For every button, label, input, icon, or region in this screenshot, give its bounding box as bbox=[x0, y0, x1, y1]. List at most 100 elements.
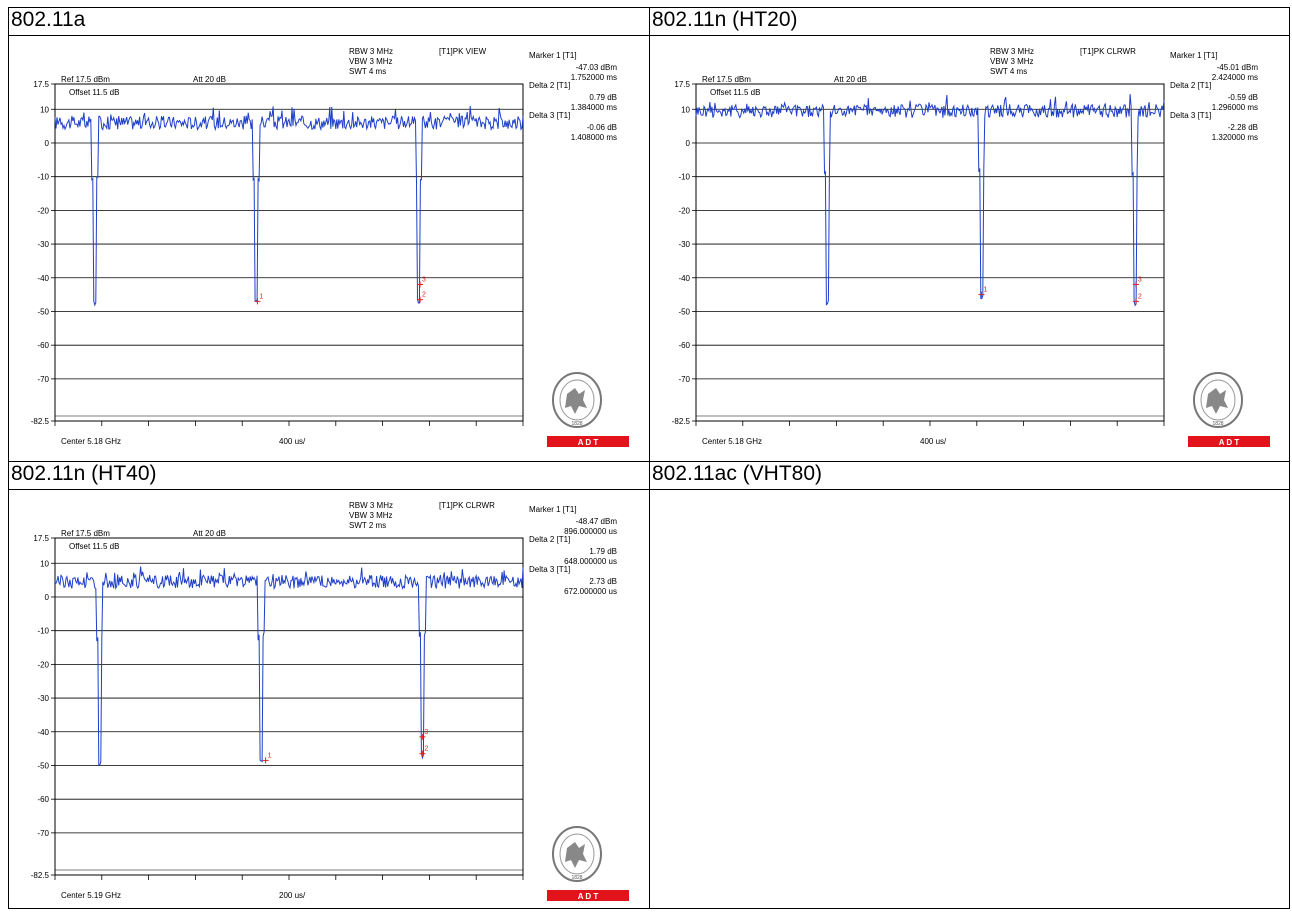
marker-position: 1.408000 ms bbox=[571, 133, 617, 142]
trace-mode: [T1]PK CLRWR bbox=[1080, 47, 1136, 56]
spectrum-plot-80211n-ht20: 17.5 10 0 -10 -20 -30 -40 -50 -60 -70 -82.5 RBW 3 M… bbox=[652, 38, 1288, 454]
marker-position: 1.752000 ms bbox=[571, 73, 617, 82]
title-divider bbox=[650, 35, 1289, 36]
title-divider bbox=[650, 489, 1289, 490]
trace-marker: 3 bbox=[419, 729, 428, 740]
trace-marker: 2 bbox=[419, 746, 428, 757]
y-tick-label: 17.5 bbox=[674, 80, 690, 89]
trace-marker-label: 3 bbox=[422, 277, 426, 284]
setting-swt: SWT 4 ms bbox=[349, 67, 386, 76]
marker-position: 1.384000 ms bbox=[571, 103, 617, 112]
y-tick-label: -70 bbox=[37, 375, 49, 384]
marker-position: 896.000000 us bbox=[564, 527, 617, 536]
marker-value: 0.79 dB bbox=[589, 93, 617, 102]
y-tick-label: -60 bbox=[37, 341, 49, 350]
bureau-veritas-logo: 1828 bbox=[552, 826, 602, 882]
y-tick-label: -10 bbox=[37, 627, 49, 636]
adt-badge-text: A D T bbox=[578, 892, 599, 901]
panel-title: 802.11n (HT40) bbox=[11, 462, 157, 485]
y-tick-label: -82.5 bbox=[31, 871, 50, 880]
cell-80211n-ht40: 802.11n (HT40) 17.5 10 0 -10 -20 -30 -40 -50 -60… bbox=[8, 461, 650, 909]
bureau-veritas-logo: 1828 bbox=[1193, 372, 1243, 428]
spectrum-chart: 17.5 10 0 -10 -20 -30 -40 -50 -60 -70 -82.5 RBW 3 M… bbox=[31, 47, 629, 447]
spectrum-chart: 17.5 10 0 -10 -20 -30 -40 -50 -60 -70 -82.5 RBW 3 M… bbox=[672, 47, 1270, 447]
y-tick-label: -40 bbox=[37, 274, 49, 283]
ref-level: Ref 17.5 dBm bbox=[61, 75, 110, 84]
figure-grid: 802.11a 17.5 10 0 -10 -20 -30 -40 -50 -60 -70 -82.… bbox=[8, 7, 1290, 909]
y-tick-label: 10 bbox=[40, 559, 49, 568]
panel-title: 802.11a bbox=[11, 8, 86, 31]
attenuation: Att 20 dB bbox=[834, 75, 867, 84]
center-frequency: Center 5.18 GHz bbox=[702, 437, 762, 446]
center-frequency: Center 5.19 GHz bbox=[61, 891, 121, 900]
marker-value: -48.47 dBm bbox=[576, 517, 618, 526]
y-tick-label: 17.5 bbox=[33, 534, 49, 543]
marker-position: 672.000000 us bbox=[564, 587, 617, 596]
y-tick-label: -40 bbox=[37, 728, 49, 737]
center-frequency: Center 5.18 GHz bbox=[61, 437, 121, 446]
offset-label: Offset 11.5 dB bbox=[710, 88, 760, 97]
y-tick-label: 10 bbox=[681, 105, 690, 114]
trace-marker-label: 1 bbox=[983, 287, 987, 294]
offset-label: Offset 11.5 dB bbox=[69, 88, 119, 97]
span-per-division: 400 us/ bbox=[920, 437, 947, 446]
marker-label: Delta 3 [T1] bbox=[529, 111, 570, 120]
bureau-veritas-logo: 1828 bbox=[552, 372, 602, 428]
marker-value: 2.73 dB bbox=[589, 577, 617, 586]
cell-80211ac-vht80: 802.11ac (VHT80) bbox=[649, 461, 1290, 909]
trace-line bbox=[54, 566, 524, 766]
ref-level: Ref 17.5 dBm bbox=[61, 529, 110, 538]
trace-line bbox=[695, 94, 1165, 307]
trace-marker-label: 2 bbox=[1138, 293, 1142, 300]
y-tick-label: 0 bbox=[45, 139, 50, 148]
marker-position: 1.296000 ms bbox=[1212, 103, 1258, 112]
y-tick-label: -82.5 bbox=[31, 417, 50, 426]
logo-year: 1828 bbox=[571, 875, 582, 881]
y-tick-label: -30 bbox=[37, 240, 49, 249]
setting-swt: SWT 4 ms bbox=[990, 67, 1027, 76]
marker-position: 2.424000 ms bbox=[1212, 73, 1258, 82]
marker-label: Delta 2 [T1] bbox=[1170, 81, 1211, 90]
setting-rbw: RBW 3 MHz bbox=[349, 47, 393, 56]
trace-marker-label: 2 bbox=[424, 746, 428, 753]
adt-badge: A D T bbox=[547, 890, 629, 901]
offset-label: Offset 11.5 dB bbox=[69, 542, 119, 551]
trace-marker-label: 1 bbox=[268, 752, 272, 759]
marker-position: 648.000000 us bbox=[564, 557, 617, 566]
marker-value: -0.06 dB bbox=[587, 123, 617, 132]
adt-badge-text: A D T bbox=[1219, 438, 1240, 447]
y-tick-label: -40 bbox=[678, 274, 690, 283]
trace-marker-label: 3 bbox=[1138, 277, 1142, 284]
marker-value: -2.28 dB bbox=[1228, 123, 1258, 132]
y-tick-label: -20 bbox=[678, 206, 690, 215]
marker-value: -47.03 dBm bbox=[576, 63, 618, 72]
spectrum-plot-80211n-ht40: 17.5 10 0 -10 -20 -30 -40 -50 -60 -70 -82.5 RBW 3 M… bbox=[11, 492, 647, 908]
trace-line bbox=[54, 106, 524, 307]
y-tick-label: -82.5 bbox=[672, 417, 691, 426]
marker-value: 1.79 dB bbox=[589, 547, 617, 556]
title-divider bbox=[9, 35, 649, 36]
trace-marker-label: 3 bbox=[424, 729, 428, 736]
plot-frame bbox=[54, 537, 524, 876]
marker-value: -45.01 dBm bbox=[1217, 63, 1259, 72]
trace-marker-label: 1 bbox=[259, 293, 263, 300]
panel-title: 802.11ac (VHT80) bbox=[652, 462, 823, 485]
trace-marker-label: 2 bbox=[422, 292, 426, 299]
adt-badge-text: A D T bbox=[578, 438, 599, 447]
plot-frame bbox=[695, 83, 1165, 422]
y-tick-label: -70 bbox=[37, 829, 49, 838]
y-tick-label: -20 bbox=[37, 206, 49, 215]
adt-badge: A D T bbox=[1188, 436, 1270, 447]
logo-year: 1828 bbox=[1212, 421, 1223, 427]
marker-label: Delta 2 [T1] bbox=[529, 81, 570, 90]
trace-mode: [T1]PK VIEW bbox=[439, 47, 487, 56]
trace-marker: 3 bbox=[1132, 277, 1142, 288]
attenuation: Att 20 dB bbox=[193, 75, 226, 84]
title-divider bbox=[9, 489, 649, 490]
setting-vbw: VBW 3 MHz bbox=[990, 57, 1034, 66]
setting-rbw: RBW 3 MHz bbox=[990, 47, 1034, 56]
y-tick-label: -60 bbox=[37, 795, 49, 804]
plot-frame bbox=[54, 83, 524, 422]
y-tick-label: -20 bbox=[37, 660, 49, 669]
marker-label: Marker 1 [T1] bbox=[529, 505, 577, 514]
